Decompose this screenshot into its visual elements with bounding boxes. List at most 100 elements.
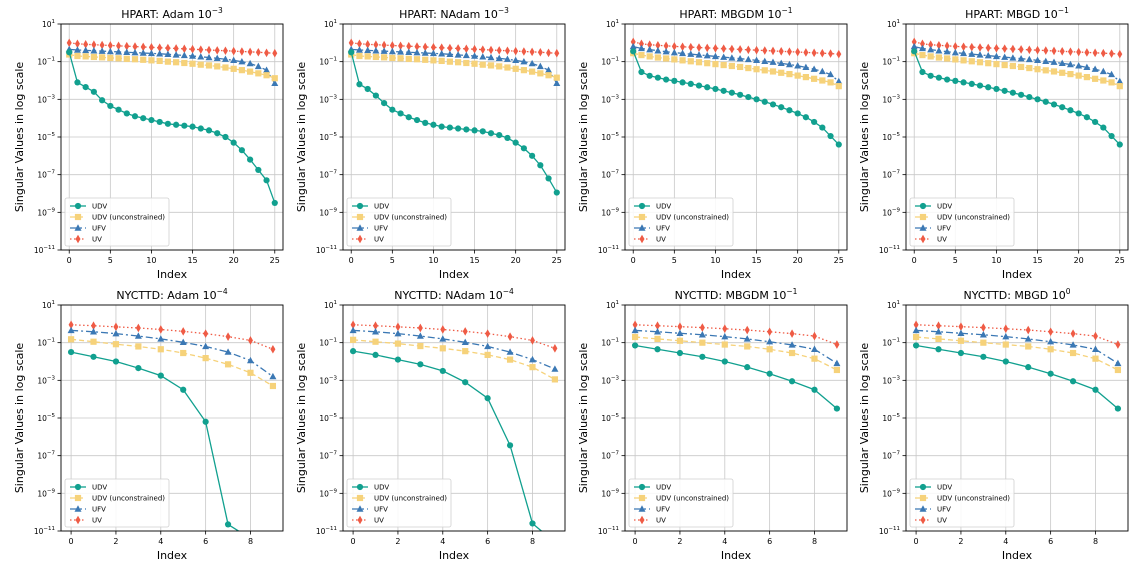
data-point [364, 46, 372, 54]
data-point [720, 87, 727, 94]
chart-title: NYCTTD: MBGD 100 [963, 287, 1070, 302]
data-point [413, 48, 421, 56]
data-point [1009, 62, 1016, 70]
data-point [671, 77, 678, 84]
data-point [802, 114, 809, 121]
legend-marker [74, 494, 82, 502]
data-point [671, 42, 677, 51]
xtick-label: 0 [912, 256, 917, 265]
legend-marker [356, 224, 364, 231]
ytick-label: 10−1 [37, 57, 55, 67]
data-point [835, 141, 842, 148]
data-point [66, 49, 73, 56]
data-point [1048, 327, 1054, 337]
data-point [224, 348, 232, 355]
data-point [132, 42, 138, 51]
legend-marker [357, 234, 363, 244]
data-point [271, 79, 279, 87]
data-point [487, 130, 495, 137]
data-point [255, 70, 262, 77]
data-point [811, 355, 818, 362]
data-point [1114, 366, 1122, 374]
data-point [429, 49, 437, 57]
data-point [927, 45, 935, 53]
data-point [1076, 47, 1082, 57]
legend-box [346, 478, 452, 528]
data-point [413, 56, 421, 63]
xtick-label: 2 [113, 537, 118, 546]
data-point [546, 48, 552, 58]
data-point [712, 61, 719, 68]
data-point [833, 405, 841, 412]
data-point [786, 107, 793, 114]
xtick-label: 8 [812, 537, 817, 546]
xtick-label: 5 [672, 256, 677, 265]
data-point [788, 378, 796, 385]
data-point [1100, 124, 1107, 131]
data-point [711, 52, 719, 60]
data-point [455, 125, 462, 132]
data-point [1067, 47, 1073, 56]
data-point [1042, 57, 1050, 64]
chart-title: HPART: NAdam 10−3 [399, 6, 509, 21]
data-point [795, 47, 801, 57]
legend-marker [919, 224, 927, 231]
data-point [679, 49, 687, 57]
data-point [631, 342, 639, 349]
data-point [819, 48, 825, 58]
data-point [521, 47, 527, 56]
data-point [439, 345, 446, 352]
data-point [123, 110, 130, 117]
data-point [471, 52, 479, 59]
data-point [980, 353, 987, 360]
ytick-label: 10−3 [882, 94, 900, 104]
data-point [381, 54, 388, 61]
data-point [629, 42, 637, 50]
legend-marker [920, 234, 926, 244]
data-point [485, 329, 491, 338]
data-point [1034, 56, 1042, 64]
data-point [1091, 345, 1099, 352]
data-point [506, 356, 514, 363]
data-point [936, 321, 942, 331]
data-point [676, 349, 684, 357]
data-point [944, 76, 951, 83]
data-point [247, 369, 254, 376]
data-point [1051, 46, 1057, 56]
data-point [1001, 61, 1008, 69]
data-point [496, 46, 502, 55]
data-point [413, 116, 421, 124]
data-point [1018, 45, 1024, 54]
data-point [90, 47, 98, 54]
chart-panel: 101 10−1 10−3 10−5 10−7 10−9 10−11 0 5 10 15 20 25 HP… [295, 6, 566, 281]
data-point [90, 88, 97, 95]
data-point [778, 104, 785, 111]
data-point [536, 62, 544, 70]
data-point [112, 341, 120, 348]
data-point [1058, 59, 1066, 67]
data-point [654, 346, 661, 353]
data-point [767, 327, 773, 337]
series-line-udv [68, 52, 276, 204]
series-line-udv-unconstrained [71, 338, 274, 387]
data-point [745, 93, 752, 101]
data-point [246, 59, 254, 67]
xtick-label: 0 [351, 537, 356, 546]
xtick-label: 25 [270, 256, 280, 265]
xtick-label: 25 [1115, 256, 1125, 265]
data-point [654, 54, 661, 61]
data-point [238, 57, 246, 65]
data-point [263, 72, 270, 79]
data-point [654, 328, 662, 335]
data-point [348, 38, 354, 48]
data-point [1083, 114, 1090, 121]
data-point [984, 51, 992, 59]
data-point [438, 57, 445, 65]
data-point [912, 342, 920, 349]
data-point [537, 47, 543, 57]
data-point [487, 53, 495, 61]
data-point [786, 70, 793, 78]
data-point [270, 344, 276, 354]
legend-marker [74, 505, 82, 512]
data-point [463, 126, 470, 133]
